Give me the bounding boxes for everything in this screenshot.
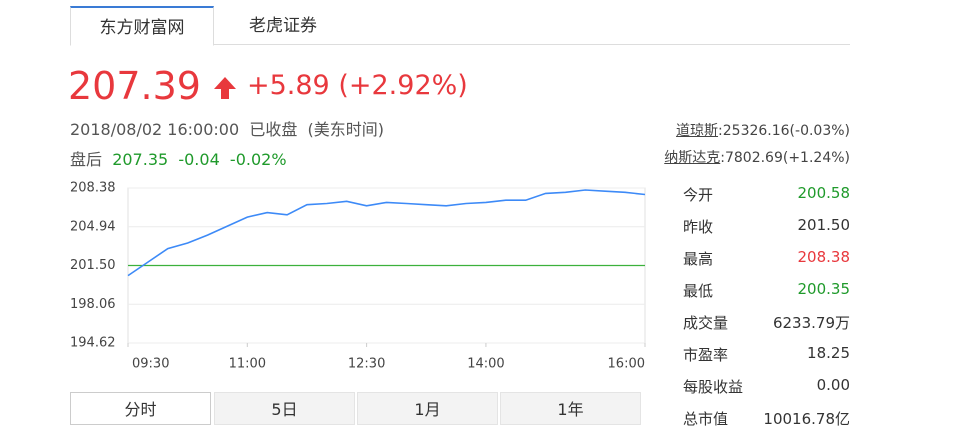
x-tick-label: 14:00	[467, 357, 504, 372]
index: 道琼斯:25326.16(-0.03%)	[676, 120, 850, 140]
stat-row: 市盈率 18.25	[683, 344, 850, 364]
stat-row: 今开 200.58	[683, 184, 850, 204]
tab-bar: 东方财富网 老虎证券	[70, 6, 850, 46]
stat-value: 0.00	[816, 376, 850, 394]
price-line	[127, 189, 646, 277]
x-tick-label: 11:00	[229, 357, 266, 372]
y-tick-label: 194.62	[70, 336, 116, 351]
range-tab[interactable]: 1月	[357, 392, 498, 425]
stat-label: 今开	[683, 186, 714, 204]
zone: (美东时间)	[307, 120, 385, 139]
stat-value: 200.35	[797, 280, 851, 298]
stat-label: 成交量	[683, 314, 729, 332]
stat-row: 成交量 6233.79万	[683, 312, 850, 332]
price: 207.39	[68, 64, 201, 108]
after-change: -0.04	[178, 150, 220, 169]
stat-label: 总市值	[683, 410, 729, 428]
stat-row: 每股收益 0.00	[683, 376, 850, 396]
x-tick-label: 16:00	[608, 357, 645, 372]
stat-label: 最高	[683, 250, 714, 268]
tab[interactable]: 东方财富网	[70, 6, 214, 46]
after-hours: 盘后 207.35 -0.04 -0.02%	[70, 146, 287, 170]
x-tick-label: 12:30	[348, 357, 385, 372]
stat-row: 最低 200.35	[683, 280, 850, 300]
stat-value: 200.58	[797, 184, 851, 202]
stat-value: 10016.78亿	[763, 410, 850, 428]
index-name[interactable]: 纳斯达克	[664, 150, 721, 166]
stat-value: 18.25	[807, 344, 850, 362]
tab[interactable]: 老虎证券	[249, 16, 317, 36]
stat-row: 总市值 10016.78亿	[683, 408, 850, 428]
range-tab[interactable]: 1年	[500, 392, 641, 425]
after-label: 盘后	[70, 150, 103, 169]
stat-label: 市盈率	[683, 346, 729, 364]
y-tick-label: 208.38	[70, 181, 116, 196]
range-tab[interactable]: 分时	[70, 392, 211, 425]
stat-row: 昨收 201.50	[683, 216, 850, 236]
after-pct: -0.02%	[229, 150, 287, 169]
change: +5.89 (+2.92%)	[247, 70, 468, 101]
y-tick-label: 204.94	[70, 219, 116, 234]
y-tick-label: 201.50	[70, 258, 116, 273]
index-name[interactable]: 道琼斯	[676, 123, 719, 139]
index-value: :25326.16(-0.03%)	[718, 123, 850, 139]
stat-label: 每股收益	[683, 378, 744, 396]
stat-row: 最高 208.38	[683, 248, 850, 268]
status: 已收盘	[249, 120, 298, 139]
range-tab[interactable]: 5日	[214, 392, 355, 425]
stat-label: 最低	[683, 282, 714, 300]
stat-value: 6233.79万	[772, 314, 850, 332]
stat-value: 208.38	[797, 248, 851, 266]
index: 纳斯达克:7802.69(+1.24%)	[664, 147, 850, 167]
stat-value: 201.50	[797, 216, 851, 234]
x-tick-label: 09:30	[132, 357, 169, 372]
stat-label: 昨收	[683, 218, 714, 236]
time: 2018/08/02 16:00:00	[70, 120, 240, 139]
after-price: 207.35	[112, 150, 169, 169]
up-arrow	[214, 77, 236, 99]
y-tick-label: 198.06	[70, 297, 116, 312]
quote-time: 2018/08/02 16:00:00 已收盘 (美东时间)	[70, 116, 384, 140]
change-value: +5.89	[247, 70, 330, 101]
index-value: :7802.69(+1.24%)	[720, 150, 850, 166]
chart: 208.38 204.94 201.50 198.06 194.62 09:30 11:00…	[70, 181, 646, 372]
change-pct: (+2.92%)	[338, 70, 468, 101]
